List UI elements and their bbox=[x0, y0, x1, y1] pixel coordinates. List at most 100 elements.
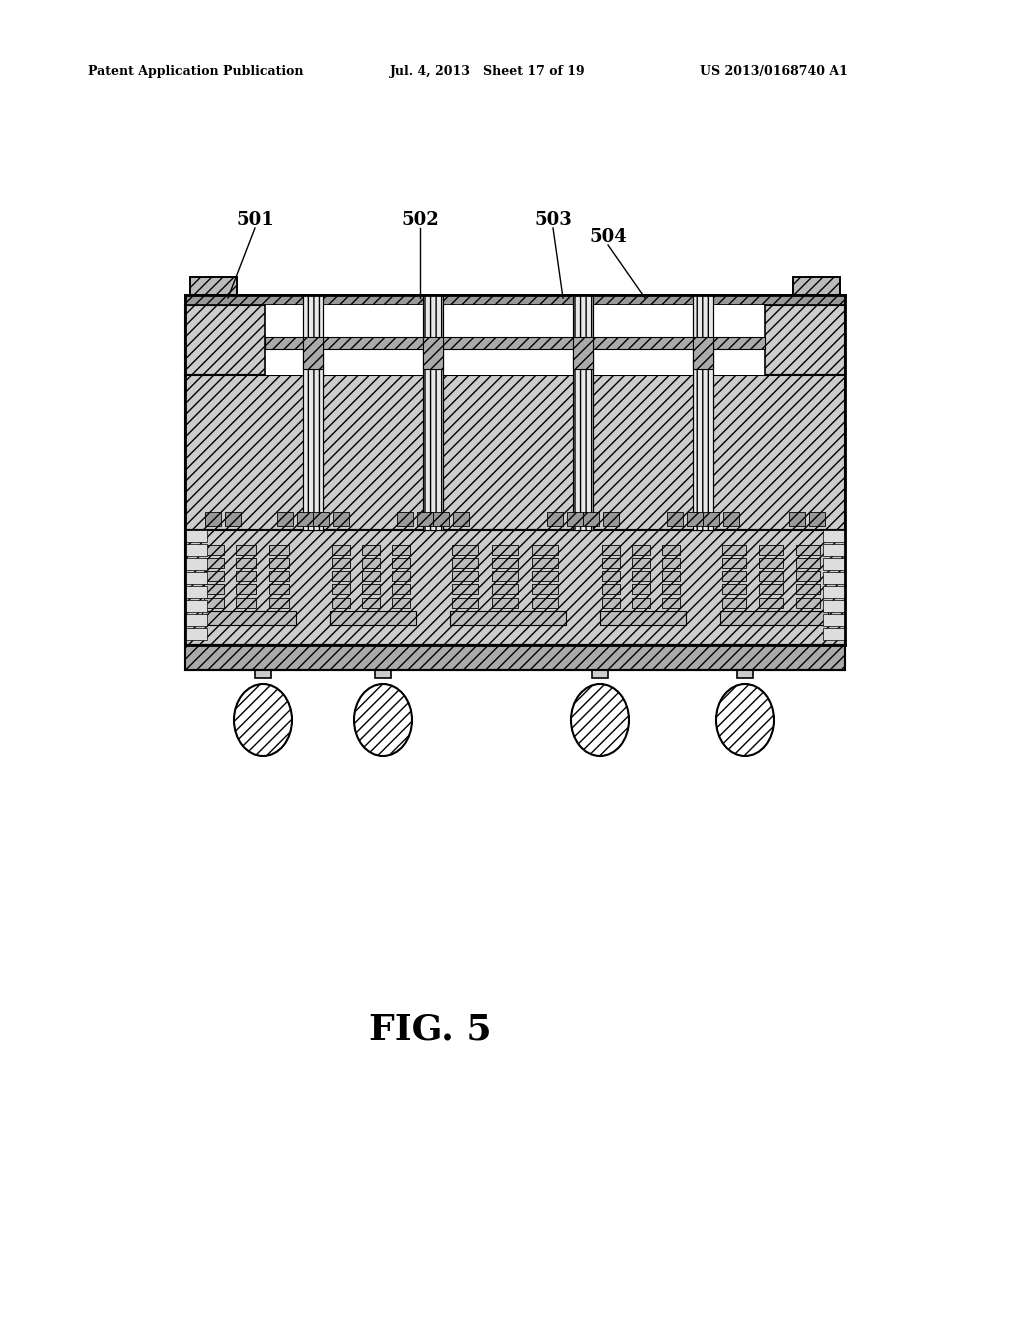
Bar bbox=[392, 598, 410, 609]
Bar bbox=[205, 512, 221, 525]
Text: 503: 503 bbox=[535, 211, 571, 228]
Bar bbox=[362, 572, 380, 581]
Bar bbox=[297, 512, 313, 525]
Bar bbox=[823, 544, 845, 556]
Bar bbox=[532, 572, 558, 581]
Bar bbox=[796, 572, 820, 581]
Bar bbox=[185, 294, 845, 305]
Bar bbox=[737, 671, 753, 678]
Bar bbox=[713, 337, 765, 348]
Ellipse shape bbox=[716, 684, 774, 756]
Bar bbox=[452, 598, 478, 609]
Bar bbox=[720, 611, 828, 624]
Bar bbox=[362, 583, 380, 594]
Bar bbox=[492, 572, 518, 581]
Bar bbox=[602, 545, 620, 554]
Bar bbox=[790, 512, 805, 525]
Bar bbox=[573, 337, 593, 370]
Bar bbox=[278, 512, 293, 525]
Bar bbox=[713, 305, 765, 375]
Bar bbox=[632, 583, 650, 594]
Bar bbox=[823, 586, 845, 598]
Bar bbox=[375, 671, 391, 678]
Bar bbox=[759, 572, 783, 581]
Ellipse shape bbox=[234, 684, 292, 756]
Bar bbox=[185, 531, 207, 543]
Bar bbox=[185, 601, 207, 612]
Bar bbox=[809, 512, 825, 525]
Bar bbox=[265, 337, 303, 348]
Bar bbox=[796, 583, 820, 594]
Bar bbox=[204, 558, 224, 568]
Bar bbox=[452, 558, 478, 568]
Bar bbox=[392, 558, 410, 568]
Bar bbox=[662, 558, 680, 568]
Ellipse shape bbox=[354, 684, 412, 756]
Bar bbox=[225, 512, 241, 525]
Bar bbox=[185, 375, 845, 531]
Bar bbox=[687, 512, 703, 525]
Bar bbox=[332, 558, 350, 568]
Bar bbox=[204, 583, 224, 594]
Bar bbox=[443, 337, 573, 348]
Bar bbox=[532, 558, 558, 568]
Bar bbox=[330, 611, 416, 624]
Bar bbox=[185, 614, 207, 626]
Bar bbox=[573, 294, 593, 531]
Bar bbox=[602, 572, 620, 581]
Bar bbox=[392, 583, 410, 594]
Bar bbox=[823, 531, 845, 543]
Bar bbox=[269, 545, 289, 554]
Bar bbox=[185, 628, 207, 640]
Bar bbox=[423, 337, 443, 370]
Text: 504: 504 bbox=[589, 228, 627, 246]
Bar bbox=[602, 558, 620, 568]
Bar bbox=[632, 545, 650, 554]
Bar bbox=[632, 572, 650, 581]
Bar bbox=[185, 645, 845, 671]
Bar bbox=[723, 512, 739, 525]
Bar bbox=[185, 558, 207, 570]
Bar bbox=[823, 572, 845, 583]
Text: Patent Application Publication: Patent Application Publication bbox=[88, 66, 303, 78]
Bar bbox=[204, 572, 224, 581]
Bar bbox=[592, 671, 608, 678]
Bar bbox=[593, 337, 693, 348]
Bar bbox=[185, 586, 207, 598]
Bar bbox=[759, 598, 783, 609]
Bar bbox=[662, 572, 680, 581]
Bar bbox=[722, 598, 746, 609]
Text: 502: 502 bbox=[401, 211, 439, 228]
Bar bbox=[236, 583, 256, 594]
Bar bbox=[433, 512, 449, 525]
Bar bbox=[823, 558, 845, 570]
Bar bbox=[532, 545, 558, 554]
Bar bbox=[303, 337, 323, 370]
Bar bbox=[593, 305, 693, 375]
Bar bbox=[313, 512, 329, 525]
Bar bbox=[632, 558, 650, 568]
Bar bbox=[255, 671, 271, 678]
Ellipse shape bbox=[571, 684, 629, 756]
Bar bbox=[450, 611, 566, 624]
Bar bbox=[667, 512, 683, 525]
Bar bbox=[793, 277, 840, 294]
Bar bbox=[443, 305, 573, 375]
Bar bbox=[583, 512, 599, 525]
Bar bbox=[332, 583, 350, 594]
Bar bbox=[362, 545, 380, 554]
Bar bbox=[323, 305, 423, 375]
Bar bbox=[190, 277, 237, 294]
Bar bbox=[236, 558, 256, 568]
Bar bbox=[722, 572, 746, 581]
Text: Jul. 4, 2013   Sheet 17 of 19: Jul. 4, 2013 Sheet 17 of 19 bbox=[390, 66, 586, 78]
Bar bbox=[392, 545, 410, 554]
Bar bbox=[662, 598, 680, 609]
Bar bbox=[204, 545, 224, 554]
Bar bbox=[303, 294, 323, 531]
Bar bbox=[452, 583, 478, 594]
Bar bbox=[185, 544, 207, 556]
Bar bbox=[823, 601, 845, 612]
Bar bbox=[185, 305, 845, 375]
Bar bbox=[332, 598, 350, 609]
